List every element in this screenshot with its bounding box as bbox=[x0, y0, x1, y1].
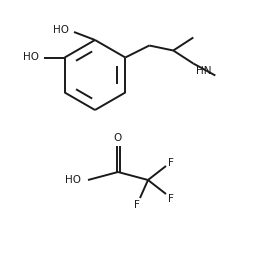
Text: HO: HO bbox=[65, 175, 81, 185]
Text: HO: HO bbox=[53, 25, 69, 35]
Text: F: F bbox=[168, 194, 174, 204]
Text: O: O bbox=[114, 133, 122, 143]
Text: HO: HO bbox=[23, 53, 39, 62]
Text: HN: HN bbox=[196, 66, 212, 75]
Text: F: F bbox=[134, 200, 140, 210]
Text: F: F bbox=[168, 158, 174, 168]
